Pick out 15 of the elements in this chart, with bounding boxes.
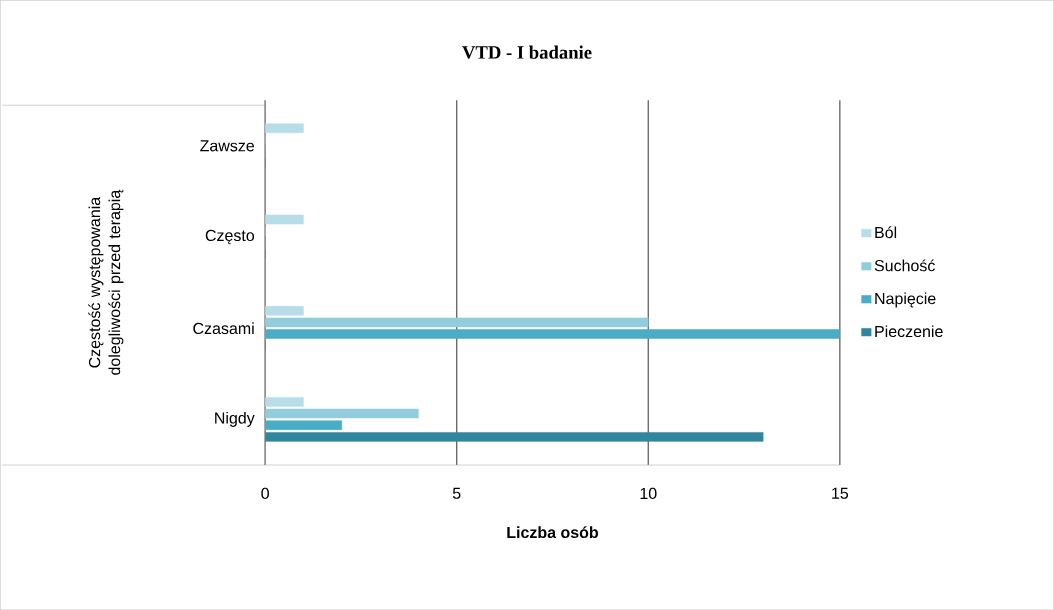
chart-title: VTD - I badanie bbox=[462, 45, 592, 59]
y-tick-label: Zawsze bbox=[200, 140, 255, 152]
legend-label: Napięcie bbox=[875, 292, 936, 308]
legend-label: Pieczenie bbox=[875, 325, 943, 337]
y-tick-label: Czasami bbox=[193, 322, 254, 334]
x-tick-label: 10 bbox=[640, 487, 657, 499]
x-tick-label: 15 bbox=[832, 487, 849, 499]
y-tick-label: Nigdy bbox=[215, 411, 255, 427]
legend-label: Suchość bbox=[874, 259, 935, 272]
x-tick-label: 0 bbox=[261, 487, 269, 499]
x-tick-label: 5 bbox=[452, 487, 461, 499]
legend-label: Ból bbox=[875, 226, 897, 239]
x-axis-title: Liczba osób bbox=[507, 526, 599, 538]
y-tick-label: Często bbox=[205, 229, 255, 245]
y-axis-title: Częstość występowania dolegliwości przed terapią bbox=[88, 189, 124, 375]
